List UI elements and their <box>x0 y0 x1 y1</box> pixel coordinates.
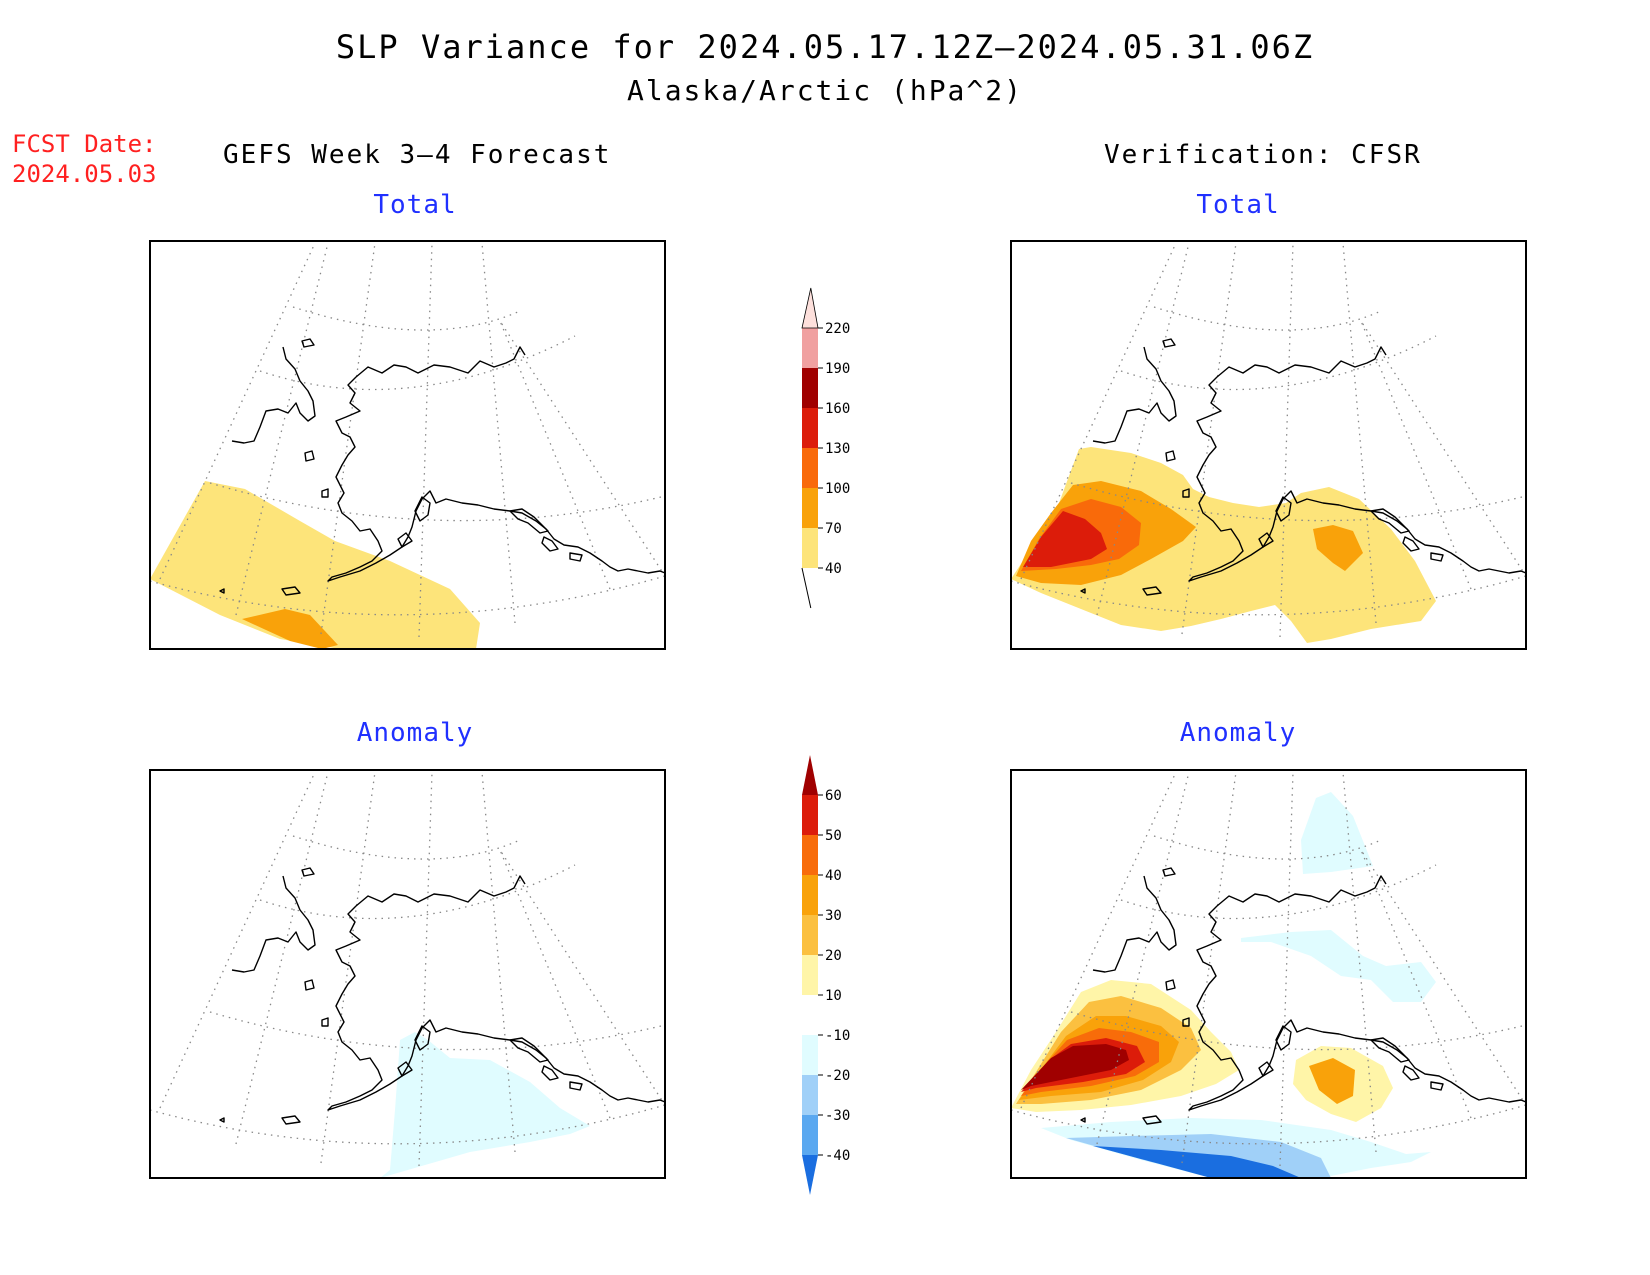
total-colorbar-label: 130 <box>825 441 850 457</box>
verification-anomaly-panel <box>1010 769 1527 1179</box>
verification-total-130-160-region <box>1023 511 1107 567</box>
total-colorbar-label: 70 <box>825 521 842 537</box>
anomaly-colorbar-swatch <box>802 755 818 795</box>
verification-anomaly-above-60-region <box>1021 1044 1129 1090</box>
verification-anomaly-title: Anomaly <box>1179 718 1297 748</box>
anomaly-colorbar-label: 50 <box>825 828 842 844</box>
anomaly-colorbar-label: -20 <box>825 1068 850 1084</box>
verification-anomaly-30-40-region-east <box>1309 1058 1355 1104</box>
anomaly-colorbar-swatch <box>802 795 818 835</box>
anomaly-colorbar-swatch <box>802 995 818 1035</box>
total-colorbar-swatch <box>801 287 819 329</box>
verification-total-panel <box>1010 240 1527 650</box>
total-colorbar-swatch <box>802 368 818 408</box>
anomaly-colorbar: -40 -30 -20 -10 10 20 30 40 50 60 <box>802 755 850 1195</box>
figure-subtitle: Alaska/Arctic (hPa^2) <box>626 74 1023 107</box>
forecast-total-40-70-region <box>150 481 480 649</box>
anomaly-colorbar-swatch <box>802 875 818 915</box>
total-colorbar-swatch <box>802 328 818 368</box>
verification-anomaly-m30-m40-region <box>1093 1146 1301 1178</box>
fcst-date-label: FCST Date: <box>12 130 157 158</box>
fcst-date-value: 2024.05.03 <box>12 160 157 188</box>
anomaly-colorbar-label: 10 <box>825 988 842 1004</box>
forecast-total-70-100-region <box>242 609 338 649</box>
forecast-column-title: GEFS Week 3–4 Forecast <box>223 140 612 170</box>
anomaly-colorbar-label: -10 <box>825 1028 850 1044</box>
anomaly-colorbar-label: 40 <box>825 868 842 884</box>
verification-total-70-100-region-east <box>1313 525 1363 571</box>
forecast-total-title: Total <box>373 190 457 220</box>
total-colorbar-label: 190 <box>825 361 850 377</box>
anomaly-colorbar-swatch <box>802 1075 818 1115</box>
verification-anomaly-m10-m20-region-north <box>1301 792 1373 874</box>
anomaly-colorbar-label: 30 <box>825 908 842 924</box>
total-colorbar: 40 70 100 130 160 190 220 <box>801 287 850 609</box>
forecast-anomaly-title: Anomaly <box>356 718 474 748</box>
anomaly-colorbar-label: 60 <box>825 788 842 804</box>
anomaly-colorbar-swatch <box>802 835 818 875</box>
anomaly-colorbar-swatch <box>802 1115 818 1155</box>
anomaly-colorbar-swatch <box>802 1035 818 1075</box>
total-colorbar-swatch <box>802 488 818 528</box>
total-colorbar-swatch <box>802 528 818 568</box>
anomaly-colorbar-swatch <box>802 915 818 955</box>
total-colorbar-label: 160 <box>825 401 850 417</box>
total-colorbar-label: 100 <box>825 481 850 497</box>
forecast-anomaly-panel <box>149 769 666 1179</box>
total-colorbar-tail <box>801 567 812 609</box>
total-colorbar-label: 220 <box>825 321 850 337</box>
verification-column-title: Verification: CFSR <box>1104 140 1422 170</box>
figure-title: SLP Variance for 2024.05.17.12Z–2024.05.… <box>335 28 1315 66</box>
anomaly-colorbar-swatch <box>802 1155 818 1195</box>
verification-total-title: Total <box>1196 190 1280 220</box>
total-colorbar-label: 40 <box>825 561 842 577</box>
verification-anomaly-m10-m20-region-central <box>1241 930 1436 1002</box>
anomaly-colorbar-label: 20 <box>825 948 842 964</box>
total-colorbar-swatch <box>802 408 818 448</box>
anomaly-colorbar-swatch <box>802 955 818 995</box>
total-colorbar-swatch <box>802 448 818 488</box>
forecast-anomaly-m10-m20-region <box>380 1032 590 1178</box>
anomaly-colorbar-label: -40 <box>825 1148 850 1164</box>
forecast-total-panel <box>149 240 666 650</box>
anomaly-colorbar-label: -30 <box>825 1108 850 1124</box>
